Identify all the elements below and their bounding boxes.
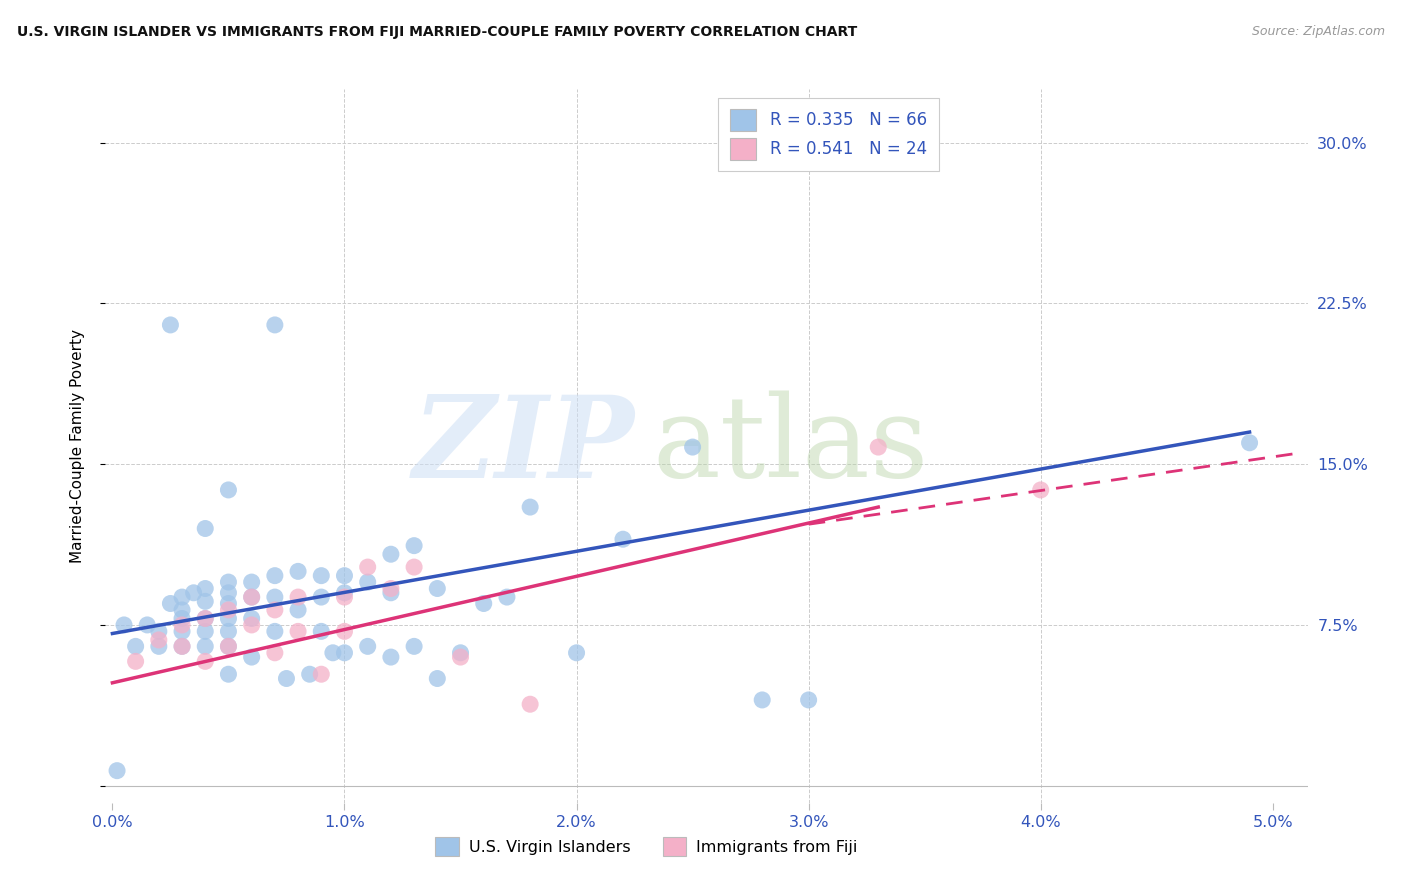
Point <box>287 590 309 604</box>
Point <box>311 590 333 604</box>
Point <box>263 624 285 639</box>
Point <box>194 654 217 668</box>
Point <box>183 586 205 600</box>
Point <box>612 533 634 547</box>
Point <box>217 597 239 611</box>
Point <box>217 640 239 654</box>
Point <box>311 624 333 639</box>
Point <box>170 640 193 654</box>
Point <box>404 539 426 553</box>
Point <box>380 586 402 600</box>
Point <box>112 618 135 632</box>
Point <box>276 672 298 686</box>
Point <box>170 611 193 625</box>
Point <box>333 624 356 639</box>
Point <box>148 632 170 647</box>
Point <box>298 667 321 681</box>
Point <box>217 483 239 497</box>
Point <box>194 640 217 654</box>
Point <box>148 640 170 654</box>
Point <box>170 640 193 654</box>
Point <box>263 590 285 604</box>
Point <box>194 611 217 625</box>
Point <box>159 318 181 332</box>
Point <box>170 590 193 604</box>
Point <box>404 640 426 654</box>
Y-axis label: Married-Couple Family Poverty: Married-Couple Family Poverty <box>70 329 84 563</box>
Point <box>194 611 217 625</box>
Point <box>217 603 239 617</box>
Point <box>565 646 588 660</box>
Point <box>194 594 217 608</box>
Point <box>217 586 239 600</box>
Point <box>404 560 426 574</box>
Point <box>287 624 309 639</box>
Point <box>263 603 285 617</box>
Point <box>333 586 356 600</box>
Point <box>217 611 239 625</box>
Point <box>263 646 285 660</box>
Point <box>217 624 239 639</box>
Point <box>333 568 356 582</box>
Point <box>1029 483 1052 497</box>
Point <box>170 624 193 639</box>
Point <box>194 624 217 639</box>
Point <box>751 693 773 707</box>
Point <box>240 650 263 665</box>
Point <box>148 624 170 639</box>
Point <box>868 440 890 454</box>
Point <box>170 603 193 617</box>
Point <box>472 597 495 611</box>
Point <box>105 764 128 778</box>
Point <box>124 640 146 654</box>
Point <box>357 640 380 654</box>
Point <box>380 582 402 596</box>
Point <box>136 618 159 632</box>
Point <box>519 500 541 514</box>
Point <box>240 575 263 590</box>
Point <box>159 597 181 611</box>
Point <box>496 590 519 604</box>
Point <box>797 693 820 707</box>
Point <box>287 603 309 617</box>
Point <box>194 521 217 535</box>
Point <box>124 654 146 668</box>
Point <box>450 646 472 660</box>
Text: ZIP: ZIP <box>412 391 634 501</box>
Point <box>311 568 333 582</box>
Point <box>426 672 449 686</box>
Text: Source: ZipAtlas.com: Source: ZipAtlas.com <box>1251 25 1385 38</box>
Point <box>263 568 285 582</box>
Point <box>217 575 239 590</box>
Point <box>240 611 263 625</box>
Text: atlas: atlas <box>652 391 929 501</box>
Point <box>194 582 217 596</box>
Point <box>519 697 541 711</box>
Point <box>357 575 380 590</box>
Point <box>380 547 402 561</box>
Point <box>263 318 285 332</box>
Point <box>1239 435 1261 450</box>
Point <box>170 618 193 632</box>
Point <box>380 650 402 665</box>
Point <box>240 618 263 632</box>
Point <box>322 646 344 660</box>
Point <box>450 650 472 665</box>
Text: U.S. VIRGIN ISLANDER VS IMMIGRANTS FROM FIJI MARRIED-COUPLE FAMILY POVERTY CORRE: U.S. VIRGIN ISLANDER VS IMMIGRANTS FROM … <box>17 25 858 39</box>
Point <box>682 440 704 454</box>
Point <box>333 590 356 604</box>
Point <box>287 565 309 579</box>
Point <box>333 646 356 660</box>
Point <box>217 667 239 681</box>
Point <box>240 590 263 604</box>
Point <box>240 590 263 604</box>
Point <box>217 640 239 654</box>
Point <box>311 667 333 681</box>
Point <box>426 582 449 596</box>
Point <box>357 560 380 574</box>
Legend: U.S. Virgin Islanders, Immigrants from Fiji: U.S. Virgin Islanders, Immigrants from F… <box>429 830 863 863</box>
